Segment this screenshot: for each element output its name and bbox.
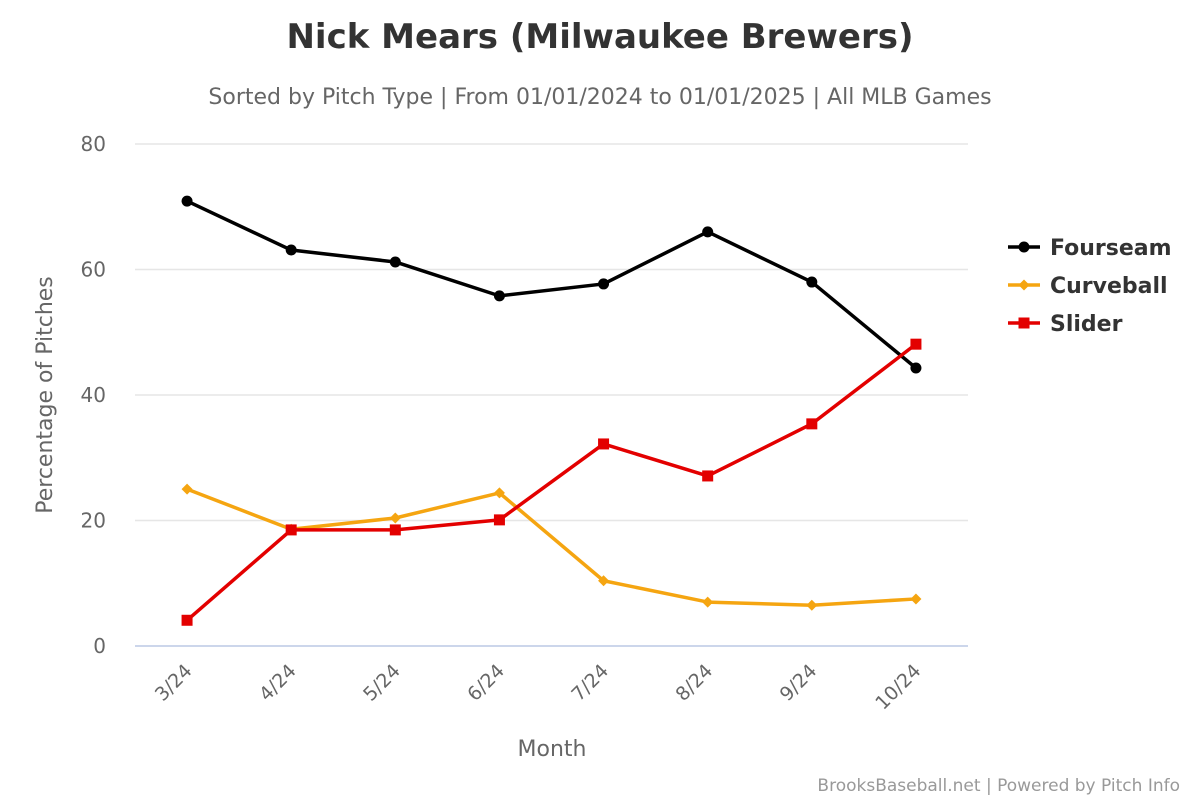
y-tick-label: 40 bbox=[81, 383, 106, 407]
data-point-slider[interactable] bbox=[598, 438, 610, 450]
data-point-slider[interactable] bbox=[702, 470, 714, 482]
data-point-curveball[interactable] bbox=[493, 487, 505, 499]
data-point-slider[interactable] bbox=[285, 524, 297, 536]
data-point-curveball[interactable] bbox=[702, 596, 714, 608]
x-tick-label: 8/24 bbox=[671, 660, 717, 706]
legend-label: Curveball bbox=[1050, 274, 1168, 299]
y-tick-label: 0 bbox=[93, 634, 106, 658]
x-tick-label: 4/24 bbox=[255, 660, 301, 706]
data-point-fourseam[interactable] bbox=[910, 362, 922, 374]
legend-item-curveball[interactable]: Curveball bbox=[1008, 274, 1168, 299]
data-point-fourseam[interactable] bbox=[1018, 241, 1030, 253]
data-point-curveball[interactable] bbox=[806, 599, 818, 611]
x-axis-label: Month bbox=[518, 737, 587, 762]
x-tick-label: 10/24 bbox=[871, 660, 925, 714]
legend-label: Slider bbox=[1050, 312, 1123, 337]
y-axis-label: Percentage of Pitches bbox=[33, 276, 58, 514]
data-point-fourseam[interactable] bbox=[702, 226, 714, 238]
data-point-fourseam[interactable] bbox=[285, 244, 297, 256]
data-point-slider[interactable] bbox=[389, 524, 401, 536]
legend-label: Fourseam bbox=[1050, 236, 1172, 261]
data-point-fourseam[interactable] bbox=[181, 195, 193, 207]
data-point-curveball[interactable] bbox=[1018, 279, 1030, 291]
series-curveball bbox=[181, 483, 922, 611]
data-point-slider[interactable] bbox=[1018, 317, 1030, 329]
series-line-slider[interactable] bbox=[185, 342, 918, 622]
data-point-fourseam[interactable] bbox=[598, 278, 610, 290]
y-tick-label: 80 bbox=[81, 132, 106, 156]
legend-item-slider[interactable]: Slider bbox=[1008, 312, 1123, 337]
x-tick-label: 7/24 bbox=[567, 660, 613, 706]
legend-item-fourseam[interactable]: Fourseam bbox=[1008, 236, 1172, 261]
data-point-slider[interactable] bbox=[910, 338, 922, 350]
data-point-fourseam[interactable] bbox=[806, 276, 818, 288]
series-fourseam bbox=[181, 195, 922, 374]
data-point-slider[interactable] bbox=[493, 514, 505, 526]
chart-subtitle: Sorted by Pitch Type | From 01/01/2024 t… bbox=[208, 85, 991, 110]
data-point-slider[interactable] bbox=[181, 614, 193, 626]
data-point-curveball[interactable] bbox=[181, 483, 193, 495]
data-point-fourseam[interactable] bbox=[493, 290, 505, 302]
chart-title: Nick Mears (Milwaukee Brewers) bbox=[286, 17, 913, 57]
credits[interactable]: BrooksBaseball.net | Powered by Pitch In… bbox=[817, 776, 1180, 796]
data-point-curveball[interactable] bbox=[389, 512, 401, 524]
x-tick-label: 6/24 bbox=[463, 660, 509, 706]
y-tick-label: 60 bbox=[81, 258, 106, 282]
series-line-curveball[interactable] bbox=[186, 487, 917, 607]
x-tick-label: 3/24 bbox=[151, 660, 197, 706]
series-slider bbox=[181, 338, 922, 626]
series-line-fourseam[interactable] bbox=[186, 199, 918, 370]
data-point-curveball[interactable] bbox=[910, 593, 922, 605]
y-tick-label: 20 bbox=[81, 509, 106, 533]
data-point-curveball[interactable] bbox=[598, 575, 610, 587]
data-point-fourseam[interactable] bbox=[389, 256, 401, 268]
data-point-slider[interactable] bbox=[806, 418, 818, 430]
x-tick-label: 5/24 bbox=[359, 660, 405, 706]
x-tick-label: 9/24 bbox=[776, 660, 822, 706]
